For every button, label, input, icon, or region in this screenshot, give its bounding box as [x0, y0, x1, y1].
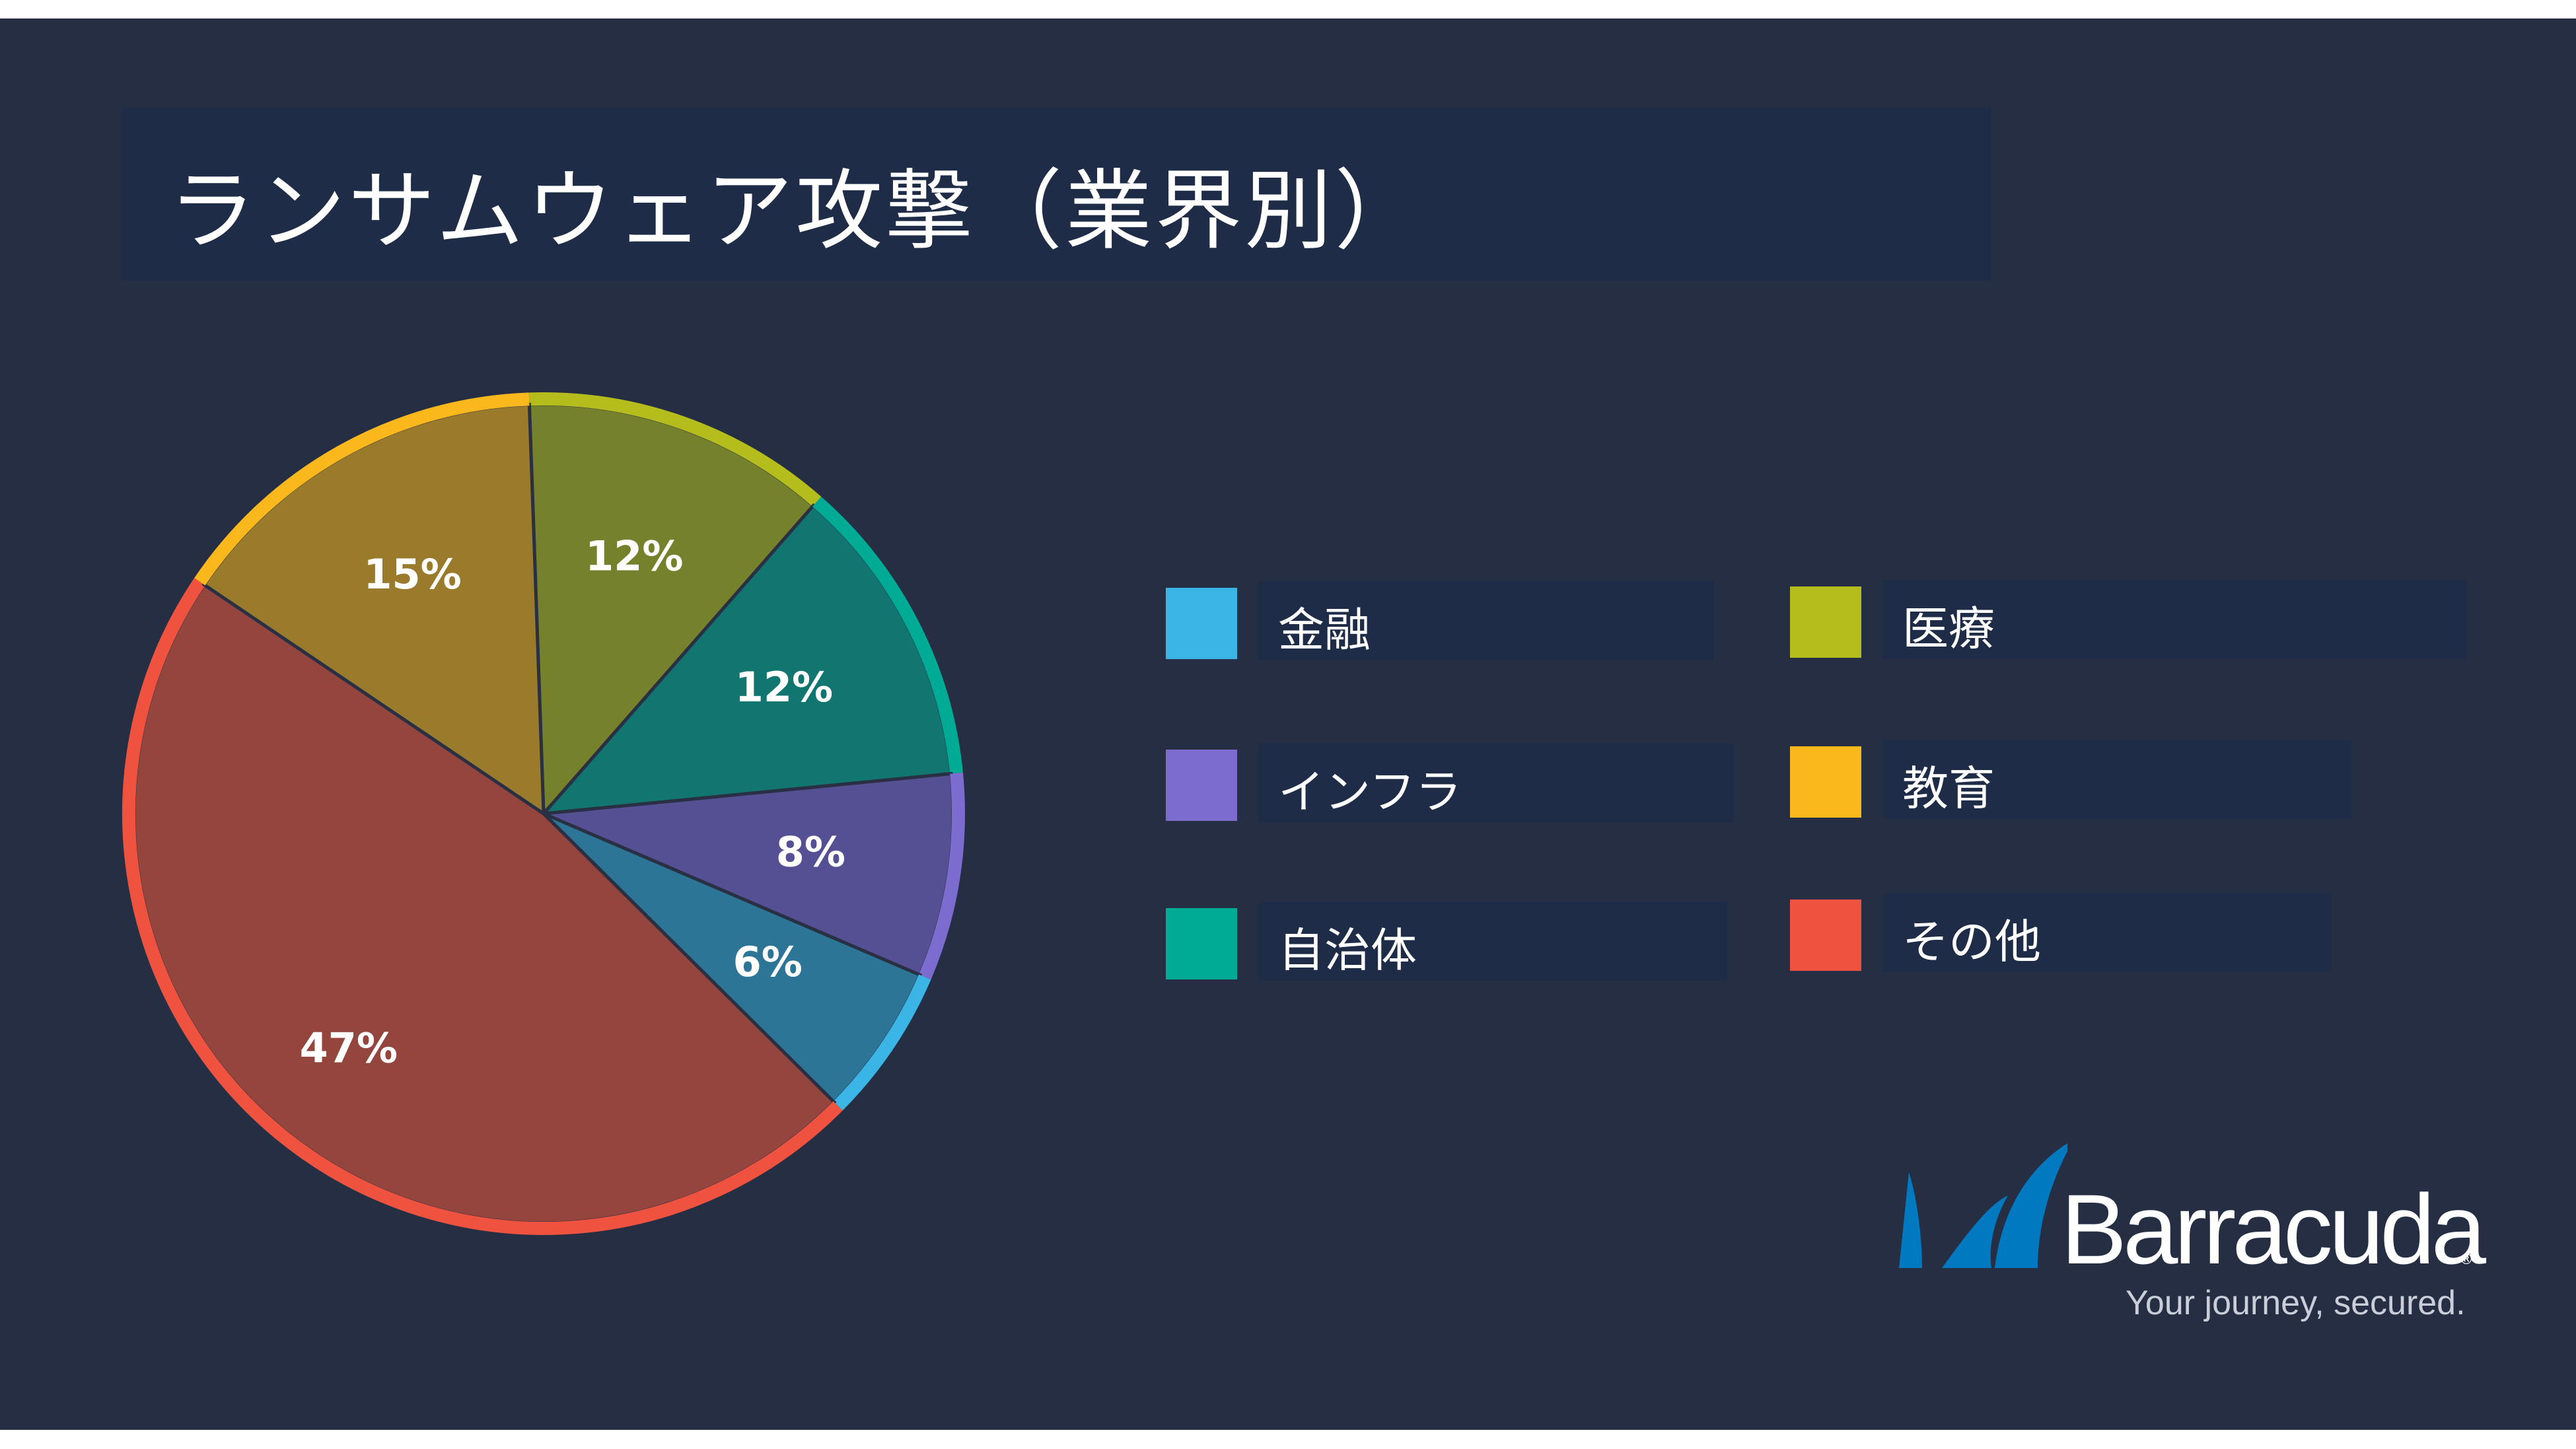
legend-swatch: [1166, 750, 1237, 821]
pie-slice-rim-3: [919, 772, 965, 980]
barracuda-logo: Barracuda ® Your journey, secured.: [1896, 1133, 2486, 1331]
pie-slice-rim-1: [528, 392, 822, 507]
legend-swatch: [1790, 586, 1861, 658]
legend-label-background: [1258, 743, 1734, 822]
legend-label-background: [1882, 580, 2467, 659]
logo-tagline: Your journey, secured.: [2126, 1284, 2466, 1322]
pie-slice-rim-4: [833, 974, 931, 1111]
slice-label-6: 15%: [363, 550, 461, 598]
slice-label-2: 12%: [735, 663, 833, 711]
chart-title: ランサムウェア攻撃（業界別）: [168, 160, 1425, 262]
legend-label-background: [1258, 581, 1714, 660]
legend-label: 金融: [1278, 603, 1371, 657]
slice-label-4: 6%: [733, 938, 803, 986]
legend-label: その他: [1902, 915, 2041, 969]
title-bar: ランサムウェア攻撃（業界別）: [122, 108, 1991, 281]
logo-brand-text: Barracuda: [2061, 1174, 2486, 1285]
legend-swatch: [1790, 900, 1861, 971]
slice-label-5: 47%: [300, 1024, 398, 1072]
legend-label: インフラ: [1278, 765, 1462, 819]
legend-swatch: [1166, 908, 1237, 979]
legend-swatch: [1790, 746, 1861, 818]
slice-label-1: 12%: [585, 532, 683, 581]
legend-label-background: [1882, 893, 2332, 972]
legend-label-background: [1258, 901, 1727, 981]
registered-mark: ®: [2459, 1252, 2474, 1268]
legend-label-background: [1882, 740, 2351, 819]
slice-label-3: 8%: [776, 828, 845, 876]
pie-slice-rim-6: [194, 392, 530, 586]
legend-label: 自治体: [1278, 923, 1417, 977]
legend-swatch: [1166, 588, 1237, 659]
shark-fin-icon: [1899, 1143, 2067, 1268]
legend-label: 教育: [1902, 761, 1995, 816]
pie-slice-rim-2: [812, 496, 963, 774]
legend-label: 医療: [1902, 602, 1995, 656]
pie-slice-rim-5: [122, 578, 843, 1235]
